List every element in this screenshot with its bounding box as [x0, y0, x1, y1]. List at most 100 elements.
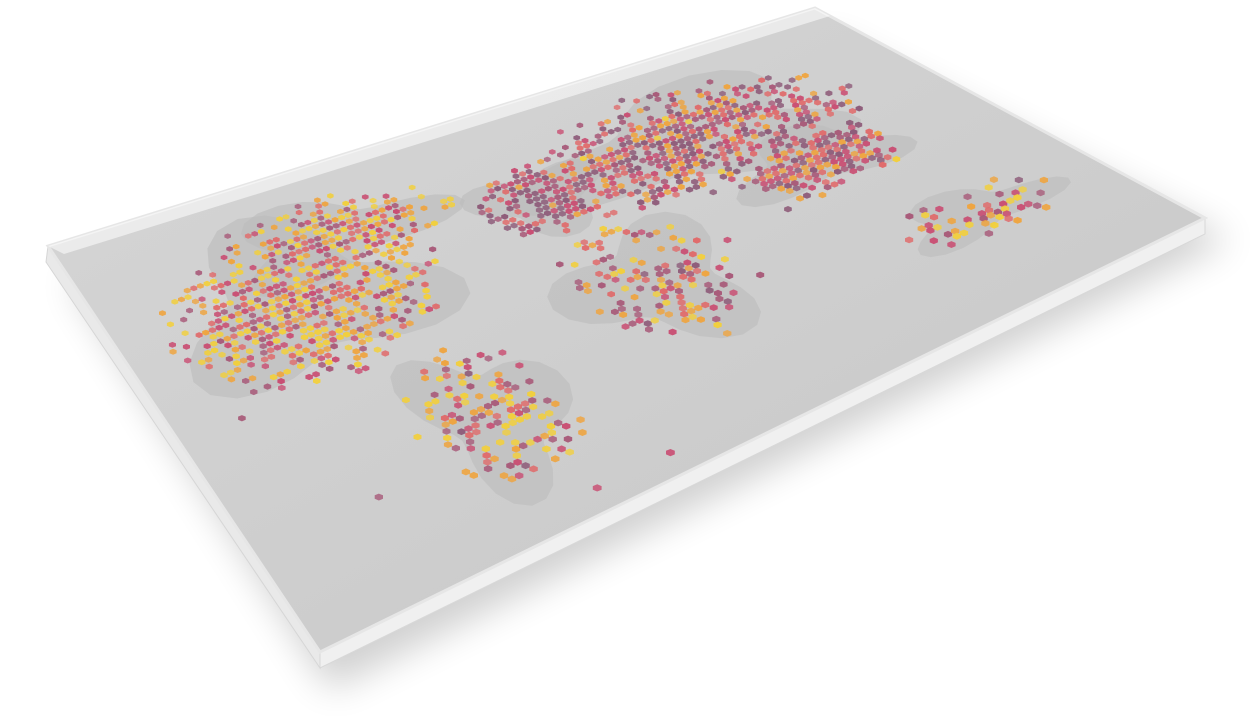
hex-bin [402, 295, 410, 302]
hex-bin [279, 281, 287, 287]
hex-bin [746, 102, 754, 109]
hex-bin [959, 229, 969, 237]
hex-bin [548, 149, 556, 155]
hex-bin [540, 169, 548, 176]
hex-bin [538, 218, 546, 225]
hex-bin [929, 237, 938, 245]
hex-bin [420, 205, 428, 212]
hex-bin [318, 260, 326, 267]
hex-bin [496, 438, 505, 446]
hex-bin [375, 266, 383, 272]
hex-bin [273, 289, 281, 296]
hex-bin [670, 140, 678, 147]
hex-bin [373, 346, 382, 353]
hex-bin [266, 239, 274, 245]
hex-bin [276, 216, 283, 222]
hex-bin [657, 191, 665, 198]
hex-bin [402, 396, 410, 404]
hex-bin [351, 248, 359, 255]
hex-bin [705, 287, 714, 294]
hex-bin [169, 348, 177, 355]
hex-bin [788, 77, 796, 83]
hex-bin [507, 181, 515, 187]
hex-bin [513, 203, 521, 210]
hex-bin [472, 373, 481, 381]
hex-bin [210, 340, 218, 347]
hex-bin [704, 281, 713, 289]
hex-bin [466, 445, 475, 452]
hex-bin [280, 287, 288, 294]
hex-bin [780, 172, 789, 179]
hex-bin [314, 235, 322, 242]
hex-bin [301, 240, 308, 246]
hex-bin [466, 383, 475, 390]
hex-bin [847, 141, 855, 148]
hex-bin [578, 150, 586, 157]
hex-bin [813, 116, 821, 122]
hex-bin [883, 154, 892, 161]
hex-bin [779, 128, 787, 135]
hex-bin [238, 415, 246, 422]
hex-bin [339, 220, 347, 227]
hex-bin [621, 170, 629, 176]
hex-bin [364, 244, 372, 250]
hex-bin [508, 186, 516, 193]
hex-bin [951, 227, 960, 235]
hex-bin [335, 327, 343, 334]
hex-bin [342, 200, 350, 207]
hex-bin [393, 285, 401, 292]
hex-bin [375, 305, 383, 312]
hex-bin [302, 347, 310, 354]
hex-bin [818, 146, 826, 154]
hex-bin [244, 233, 252, 239]
hex-bin [447, 411, 456, 419]
hex-bin [990, 221, 999, 229]
hex-bin [378, 331, 387, 338]
hex-bin [596, 161, 604, 168]
hex-bin [484, 409, 493, 416]
hex-bin [295, 248, 303, 255]
hex-bin [926, 227, 935, 234]
hex-bin [789, 175, 797, 182]
hex-bin [239, 288, 246, 295]
hex-bin [792, 140, 800, 147]
hex-bin [281, 293, 289, 300]
hex-bin [694, 304, 703, 312]
hex-bin [453, 395, 462, 403]
hex-bin [556, 175, 564, 182]
hex-bin [227, 369, 235, 376]
hex-bin [853, 138, 862, 145]
hex-bin [706, 95, 713, 101]
hex-bin [239, 295, 247, 302]
hex-bin [855, 105, 863, 112]
hex-bin [353, 261, 361, 267]
hex-bin [1024, 200, 1033, 208]
hex-bin [534, 201, 542, 208]
hex-bin [566, 213, 575, 220]
hex-bin [754, 143, 763, 150]
hex-bin [290, 218, 297, 224]
hex-bin [320, 320, 328, 326]
hex-bin [671, 101, 679, 108]
hex-bin [784, 206, 792, 213]
hex-bin [537, 212, 545, 219]
hex-bin [845, 158, 854, 165]
hex-bin [494, 185, 502, 192]
hex-bin [567, 189, 575, 196]
hex-bin [569, 170, 577, 177]
hex-bin [182, 343, 190, 350]
hex-bin [720, 133, 728, 140]
hex-bin [238, 344, 246, 351]
hex-bin [834, 168, 842, 175]
hex-bin [511, 445, 521, 453]
hex-bin [233, 360, 241, 367]
hex-bin [392, 240, 400, 247]
hex-bin [537, 158, 545, 165]
hex-bin [584, 287, 592, 295]
hex-bin [300, 234, 307, 240]
hex-bin [226, 300, 234, 306]
hex-bin [218, 351, 226, 358]
hex-bin [378, 239, 385, 246]
hex-bin [652, 91, 660, 98]
hex-bin [502, 429, 511, 436]
